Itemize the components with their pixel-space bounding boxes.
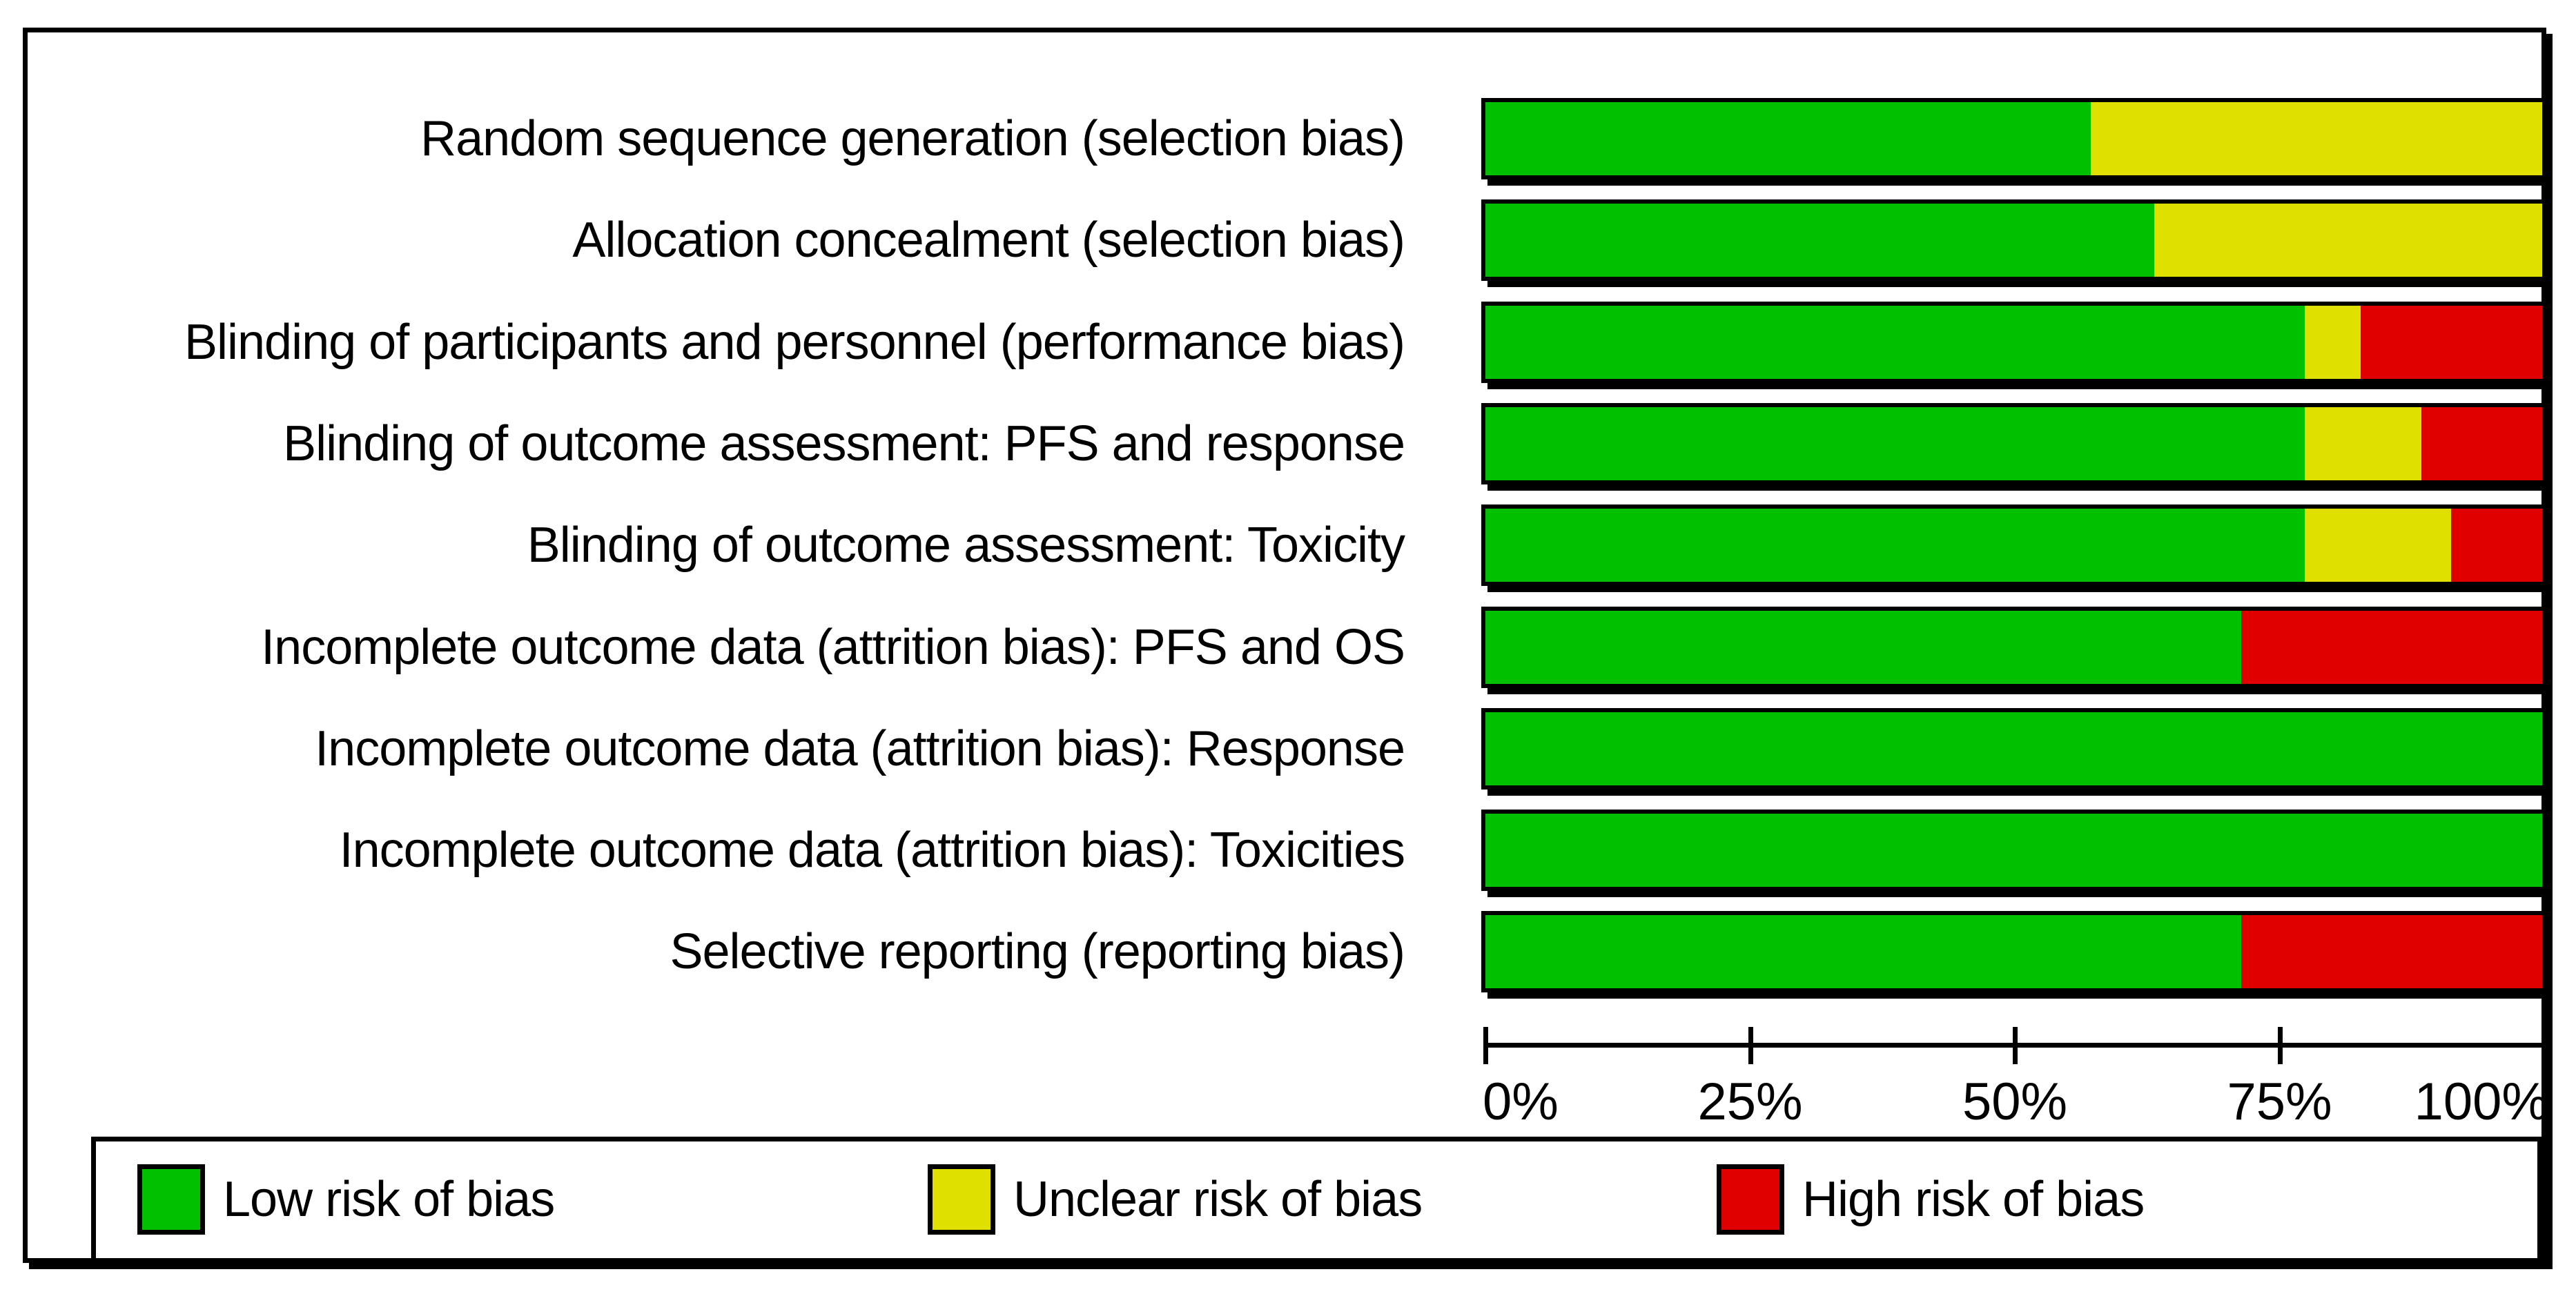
figure-frame: Random sequence generation (selection bi… <box>23 28 2548 1263</box>
stacked-bar <box>1481 810 2546 891</box>
row-label: Incomplete outcome data (attrition bias)… <box>339 823 1405 878</box>
row-label: Blinding of participants and personnel (… <box>184 315 1405 370</box>
axis-tick-label: 0% <box>1483 1072 1559 1131</box>
axis-tick-mark <box>2277 1027 2283 1064</box>
row-label: Allocation concealment (selection bias) <box>572 213 1405 268</box>
axis-tick-label: 25% <box>1697 1072 1803 1131</box>
axis-tick-mark <box>1483 1027 1488 1064</box>
bar-segment-high-risk <box>2451 509 2542 582</box>
row-label: Random sequence generation (selection bi… <box>420 111 1405 166</box>
bar-segment-low-risk <box>1485 712 2542 785</box>
legend: Low risk of bias Unclear risk of bias Hi… <box>91 1137 2542 1263</box>
axis-tick-label: 100% <box>2414 1072 2548 1131</box>
bar-segment-unclear-risk <box>2091 102 2542 175</box>
bar-segment-low-risk <box>1485 611 2241 684</box>
bar-segment-unclear-risk <box>2154 204 2542 277</box>
bar-segment-unclear-risk <box>2304 407 2422 480</box>
legend-label: High risk of bias <box>1802 1172 2145 1227</box>
row-label: Incomplete outcome data (attrition bias)… <box>315 721 1405 776</box>
stacked-bar <box>1481 199 2546 281</box>
bar-segment-high-risk <box>2241 915 2542 988</box>
legend-item: High risk of bias <box>1717 1164 2145 1235</box>
stacked-bar <box>1481 504 2546 586</box>
legend-item: Low risk of bias <box>137 1164 555 1235</box>
bar-segment-high-risk <box>2421 407 2542 480</box>
bar-segment-low-risk <box>1485 407 2305 480</box>
bar-segment-low-risk <box>1485 915 2241 988</box>
legend-item: Unclear risk of bias <box>928 1164 1423 1235</box>
axis-tick-mark <box>1748 1027 1753 1064</box>
axis-tick-mark <box>2542 1027 2547 1064</box>
stacked-bar <box>1481 911 2546 992</box>
stacked-bar <box>1481 98 2546 179</box>
bar-segment-low-risk <box>1485 102 2091 175</box>
axis-tick-label: 50% <box>1962 1072 2068 1131</box>
bar-segment-unclear-risk <box>2304 509 2452 582</box>
row-label: Selective reporting (reporting bias) <box>670 924 1405 979</box>
axis-tick-mark <box>2013 1027 2018 1064</box>
stacked-bar <box>1481 607 2546 688</box>
legend-swatch-high-risk <box>1717 1164 1784 1235</box>
bar-segment-low-risk <box>1485 814 2542 887</box>
row-label: Blinding of outcome assessment: PFS and … <box>283 416 1405 471</box>
stacked-bar <box>1481 403 2546 484</box>
legend-swatch-low-risk <box>137 1164 205 1235</box>
stacked-bar <box>1481 708 2546 790</box>
legend-label: Low risk of bias <box>223 1172 555 1227</box>
legend-label: Unclear risk of bias <box>1013 1172 1423 1227</box>
bar-segment-high-risk <box>2241 611 2542 684</box>
bar-segment-low-risk <box>1485 306 2305 379</box>
row-label: Incomplete outcome data (attrition bias)… <box>261 620 1405 675</box>
bar-segment-unclear-risk <box>2304 306 2361 379</box>
bar-segment-low-risk <box>1485 509 2305 582</box>
bar-segment-low-risk <box>1485 204 2155 277</box>
stacked-bar <box>1481 302 2546 383</box>
bar-segment-high-risk <box>2360 306 2542 379</box>
legend-swatch-unclear-risk <box>928 1164 995 1235</box>
axis-tick-label: 75% <box>2227 1072 2332 1131</box>
row-label: Blinding of outcome assessment: Toxicity <box>527 518 1405 573</box>
